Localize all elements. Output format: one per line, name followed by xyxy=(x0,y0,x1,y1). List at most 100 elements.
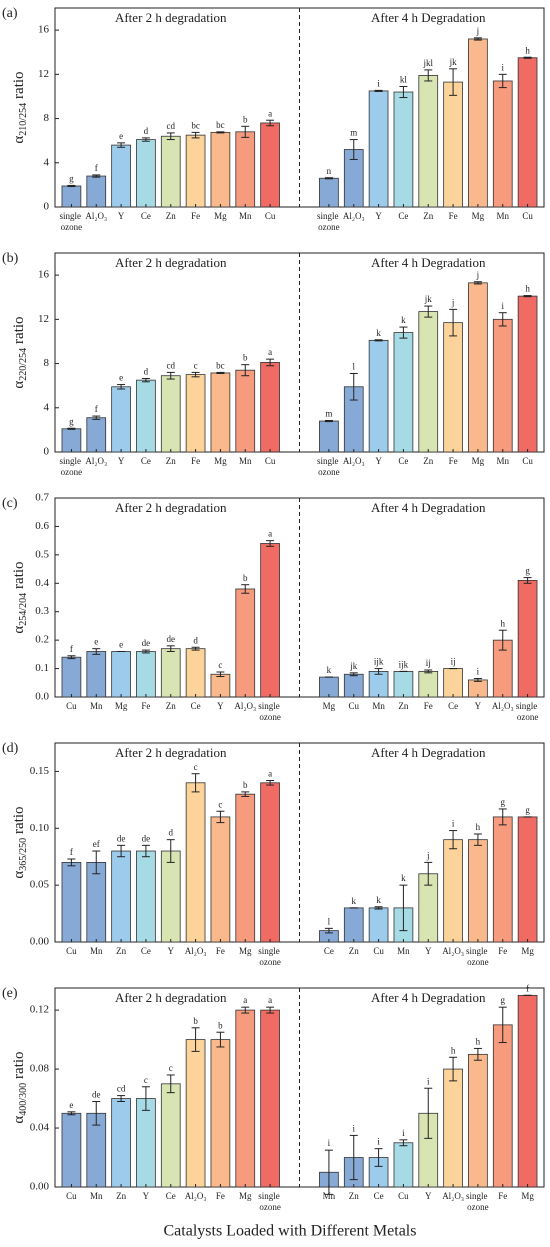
significance-letter: m xyxy=(325,409,332,419)
significance-letter: jk xyxy=(349,661,358,671)
significance-letter: d xyxy=(144,126,149,136)
x-tick-label: Cu xyxy=(522,456,533,466)
y-tick-label: 0.0 xyxy=(35,691,49,703)
bar xyxy=(368,671,389,698)
x-tick-label: Mn xyxy=(90,1191,103,1201)
significance-letter: b xyxy=(243,114,248,124)
bar xyxy=(393,671,414,698)
significance-letter: h xyxy=(501,618,506,628)
x-tick-label: Ce xyxy=(398,211,408,221)
y-tick-label: 12 xyxy=(38,313,49,325)
x-tick-label: Mn xyxy=(372,701,385,711)
x-tick-label: Ce xyxy=(141,211,151,221)
x-tick-label: Y xyxy=(375,456,382,466)
x-tick-label: Al₂O₃ xyxy=(185,1191,207,1201)
x-tick-label: Ce xyxy=(191,701,201,711)
x-tick-label: single ozone xyxy=(258,946,282,967)
bar xyxy=(185,782,206,943)
bar xyxy=(235,588,256,698)
x-tick-label: Cu xyxy=(348,701,359,711)
significance-letter: d xyxy=(169,828,174,838)
significance-letter: b xyxy=(243,780,248,790)
y-axis-label: α210/254 ratio xyxy=(11,71,29,143)
x-tick-label: Fe xyxy=(216,1191,225,1201)
x-tick-label: Y xyxy=(425,1191,432,1201)
x-tick-label: Mn xyxy=(496,456,509,466)
bar xyxy=(61,428,82,453)
x-tick-label: Cu xyxy=(265,456,276,466)
bar xyxy=(210,131,231,208)
bar xyxy=(160,1083,181,1188)
significance-letter: i xyxy=(427,1076,430,1086)
bar xyxy=(492,80,513,208)
group-title: After 4 h Degradation xyxy=(371,745,486,760)
bar xyxy=(136,379,156,453)
bar xyxy=(235,793,256,943)
panel-label: (b) xyxy=(2,251,19,266)
bar xyxy=(185,648,206,698)
significance-letter: j xyxy=(476,26,480,36)
bar xyxy=(368,90,389,208)
x-tick-label: Mg xyxy=(472,456,485,466)
bar xyxy=(185,134,206,208)
significance-letter: h xyxy=(451,1045,456,1055)
significance-letter: bc xyxy=(216,360,225,370)
significance-letter: i xyxy=(377,1137,380,1147)
significance-letter: kl xyxy=(400,75,408,85)
y-tick-label: 0 xyxy=(44,446,50,458)
bar xyxy=(393,1142,414,1188)
significance-letter: bc xyxy=(191,120,200,130)
significance-letter: i xyxy=(452,819,455,829)
y-axis-label: α220/254 ratio xyxy=(11,316,29,388)
bar xyxy=(368,907,389,943)
y-tick-label: 0.7 xyxy=(35,492,49,504)
bar xyxy=(86,175,107,208)
y-tick-label: 0.00 xyxy=(30,1181,50,1193)
x-tick-label: Fe xyxy=(141,701,150,711)
x-tick-label: Ce xyxy=(398,456,408,466)
significance-letter: cd xyxy=(117,1084,126,1094)
significance-letter: c xyxy=(144,1075,148,1085)
bar xyxy=(418,311,439,453)
significance-letter: l xyxy=(352,362,355,372)
y-tick-label: 0.12 xyxy=(30,1004,49,1016)
x-tick-label: Mg xyxy=(115,701,128,711)
x-tick-label: Al₂O₃ xyxy=(442,946,464,956)
bar xyxy=(160,135,181,208)
y-label-symbol: α xyxy=(11,871,27,879)
x-tick-label: single ozone xyxy=(60,211,84,232)
bar xyxy=(185,1039,206,1188)
group-title: After 2 h degradation xyxy=(115,255,227,270)
significance-letter: de xyxy=(117,833,126,843)
significance-letter: k xyxy=(327,665,332,675)
significance-letter: n xyxy=(327,166,332,176)
significance-letter: f xyxy=(95,163,98,173)
x-tick-label: Fe xyxy=(498,946,507,956)
panel-label: (d) xyxy=(2,741,19,756)
bar xyxy=(343,907,364,943)
bar xyxy=(418,671,439,698)
x-tick-label: Mn xyxy=(397,946,410,956)
x-tick-label: Fe xyxy=(449,211,458,221)
significance-letter: f xyxy=(526,983,529,993)
x-axis-label: Catalysts Loaded with Different Metals xyxy=(164,1223,417,1240)
y-tick-label: 0.05 xyxy=(30,879,50,891)
bar xyxy=(86,862,107,943)
significance-letter: jkl xyxy=(422,58,433,68)
significance-letter: c xyxy=(218,660,222,670)
x-tick-label: Y xyxy=(168,946,175,956)
x-tick-label: Fe xyxy=(498,1191,507,1201)
y-label-text: ratio xyxy=(11,806,27,834)
bar xyxy=(393,91,414,208)
bar xyxy=(517,295,538,453)
bar xyxy=(86,651,107,698)
significance-letter: a xyxy=(268,347,272,357)
x-tick-label: Mn xyxy=(90,946,103,956)
x-tick-label: Mg xyxy=(521,946,534,956)
bar xyxy=(210,673,231,698)
bar xyxy=(235,131,256,208)
significance-letter: b xyxy=(193,1016,198,1026)
significance-letter: j xyxy=(426,850,430,860)
x-tick-label: Y xyxy=(217,701,224,711)
